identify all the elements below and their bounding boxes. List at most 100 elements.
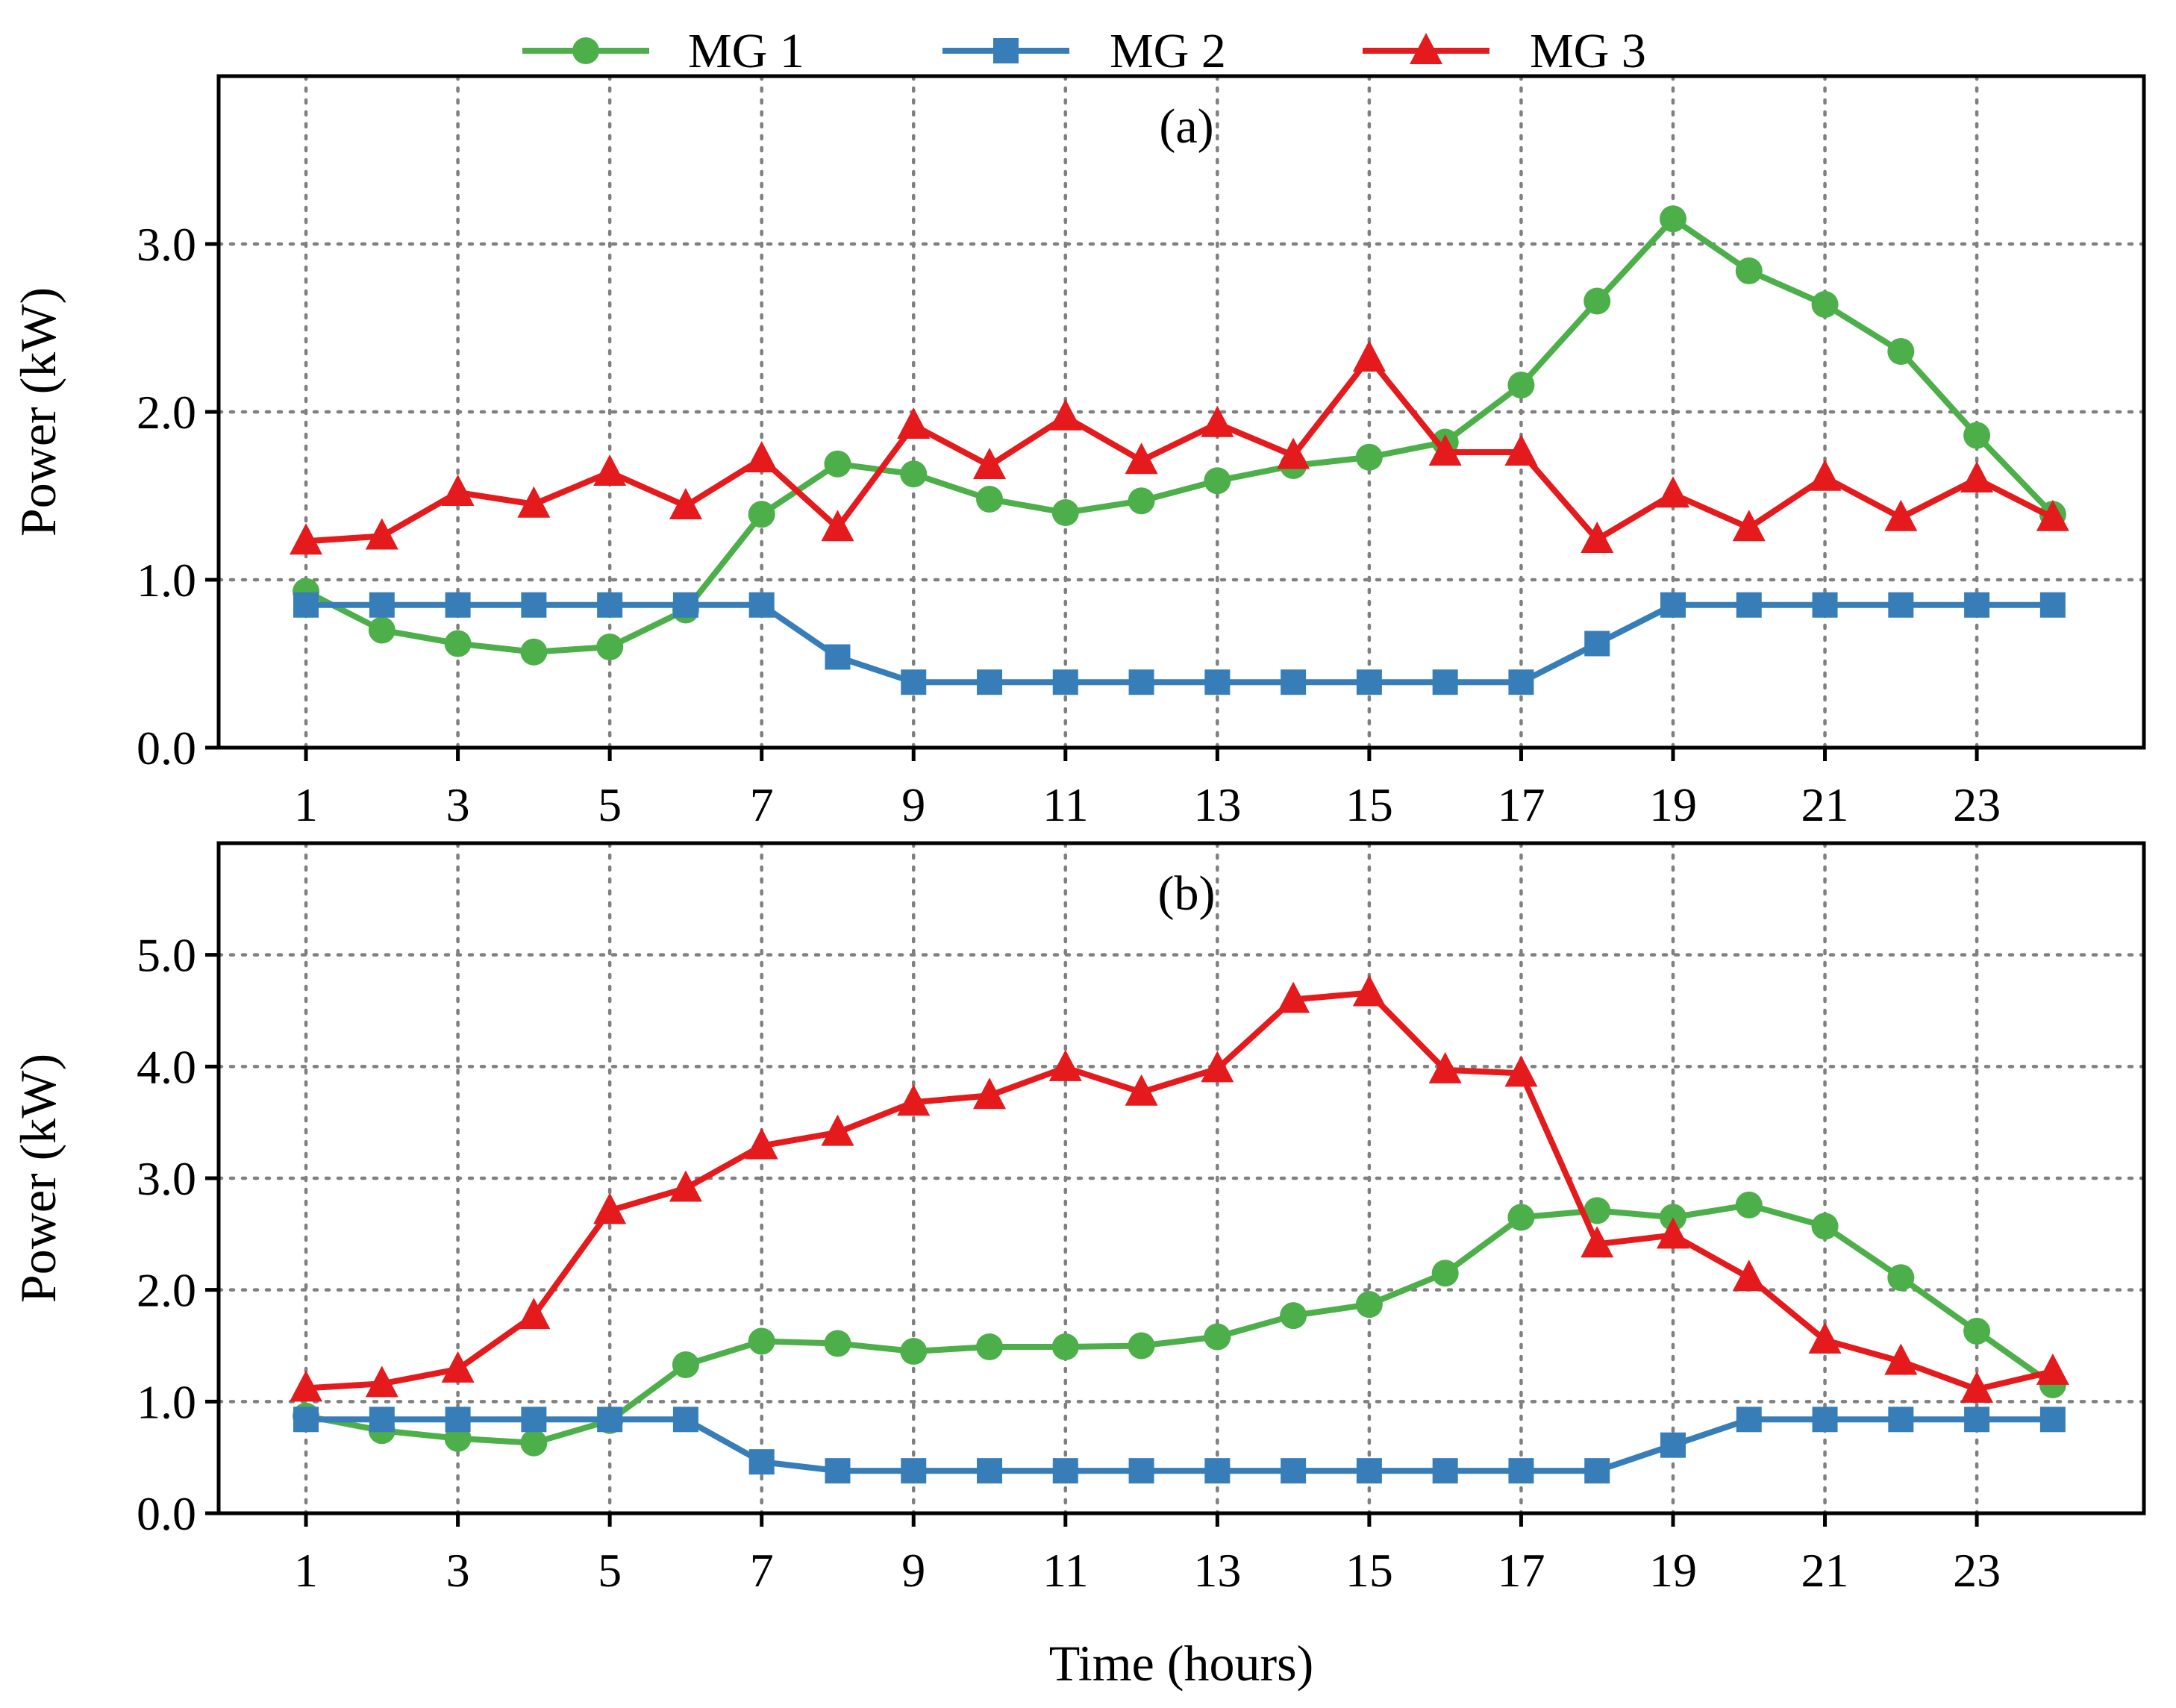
data-point — [1356, 1458, 1382, 1484]
data-point — [1508, 669, 1534, 695]
panel-title: (a) — [1159, 99, 1213, 154]
data-point — [745, 441, 778, 472]
data-point — [441, 1351, 475, 1383]
data-point — [1811, 291, 1839, 318]
data-point — [1735, 1191, 1763, 1219]
data-point — [1808, 1322, 1842, 1354]
y-tick-label: 3.0 — [137, 218, 196, 271]
data-point — [1355, 1291, 1383, 1318]
x-tick-label: 9 — [901, 778, 925, 831]
data-point — [1504, 434, 1538, 466]
data-point — [593, 454, 627, 486]
data-point — [1051, 1333, 1079, 1360]
data-point — [748, 1449, 775, 1475]
data-point — [1736, 1407, 1762, 1433]
data-point — [365, 1366, 398, 1398]
data-point — [290, 1370, 323, 1402]
data-point — [1656, 1217, 1689, 1249]
series-mg-3 — [290, 975, 2069, 1403]
data-point — [597, 1407, 623, 1433]
legend-marker — [993, 38, 1019, 63]
data-point — [1887, 338, 1915, 365]
data-point — [1128, 1332, 1155, 1360]
data-point — [897, 1084, 931, 1116]
x-tick-label: 15 — [1345, 1544, 1393, 1597]
data-point — [1277, 437, 1310, 469]
data-point — [596, 634, 624, 660]
legend-entry-mg-2: MG 2 — [942, 24, 1226, 78]
data-point — [745, 1127, 778, 1160]
data-point — [1128, 669, 1154, 695]
series-line — [305, 355, 2054, 545]
data-point — [900, 460, 928, 488]
data-point — [672, 592, 698, 618]
x-axis-title: Time (hours) — [1049, 1635, 1314, 1692]
data-point — [825, 644, 851, 670]
data-point — [1277, 981, 1310, 1013]
y-tick-label: 3.0 — [137, 1152, 196, 1205]
data-point — [1583, 1197, 1611, 1224]
data-point — [1507, 1204, 1535, 1231]
data-point — [1204, 1323, 1231, 1351]
data-point — [821, 510, 854, 542]
data-point — [897, 407, 931, 439]
data-point — [1659, 205, 1686, 233]
data-point — [1888, 1407, 1914, 1433]
legend-marker — [1410, 33, 1442, 64]
data-point — [1888, 592, 1914, 618]
data-point — [821, 1114, 854, 1146]
data-point — [597, 592, 623, 618]
legend-label: MG 1 — [688, 24, 804, 78]
y-axis-title: Power (kW) — [10, 1054, 66, 1303]
data-point — [1281, 1458, 1307, 1484]
data-point — [1352, 340, 1386, 372]
data-point — [1355, 443, 1383, 471]
y-tick-label: 4.0 — [137, 1040, 196, 1093]
data-point — [973, 448, 1007, 479]
data-point — [1052, 1458, 1078, 1484]
data-point — [2036, 1353, 2069, 1385]
data-point — [1964, 1407, 1990, 1433]
y-tick-label: 0.0 — [137, 722, 196, 775]
data-point — [748, 592, 775, 618]
data-point — [825, 1458, 851, 1484]
data-point — [1428, 1051, 1462, 1083]
x-tick-label: 11 — [1042, 1544, 1089, 1597]
data-point — [824, 450, 851, 478]
legend-label: MG 3 — [1530, 24, 1646, 78]
y-tick-label: 2.0 — [137, 386, 196, 439]
data-point — [1660, 1432, 1686, 1458]
legend: MG 1 MG 2 MG 3 — [522, 24, 1646, 78]
legend-entry-mg-1: MG 1 — [522, 24, 804, 78]
data-point — [593, 1192, 627, 1224]
data-point — [1201, 1051, 1234, 1083]
data-point — [1584, 631, 1610, 657]
data-point — [1504, 1055, 1538, 1087]
data-point — [445, 592, 471, 618]
data-point — [1583, 287, 1611, 315]
data-point — [1812, 1407, 1838, 1433]
data-point — [1204, 1458, 1231, 1484]
x-tick-label: 1 — [294, 1544, 318, 1597]
series-line — [306, 1416, 2053, 1474]
x-tick-label: 15 — [1345, 778, 1393, 831]
y-tick-label: 1.0 — [137, 554, 196, 607]
data-point — [517, 486, 551, 518]
legend-entry-mg-3: MG 3 — [1363, 24, 1646, 78]
data-point — [1048, 1049, 1082, 1081]
x-tick-label: 5 — [598, 1544, 622, 1597]
x-tick-label: 21 — [1801, 778, 1849, 831]
data-point — [369, 592, 395, 618]
x-tick-label: 3 — [446, 778, 470, 831]
data-point — [445, 1407, 471, 1433]
series-line — [306, 601, 2053, 686]
data-point — [1431, 1260, 1459, 1287]
data-point — [1128, 1458, 1154, 1484]
data-point — [1352, 975, 1386, 1007]
data-point — [521, 1407, 547, 1433]
data-point — [517, 1298, 551, 1330]
legend-label: MG 2 — [1110, 24, 1226, 78]
data-point — [901, 1458, 927, 1484]
data-point — [901, 669, 927, 695]
data-point — [824, 1330, 851, 1357]
